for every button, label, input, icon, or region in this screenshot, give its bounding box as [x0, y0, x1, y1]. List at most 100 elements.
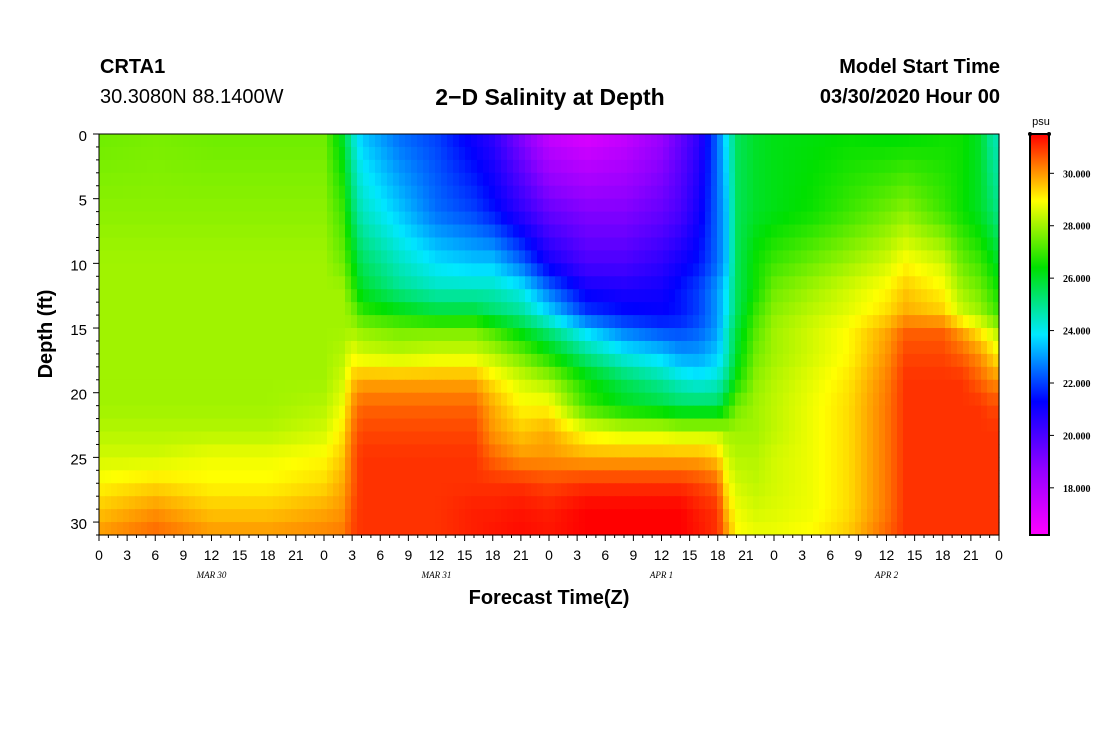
heatmap-cell [963, 496, 970, 510]
chart-title: 2−D Salinity at Depth [435, 84, 665, 110]
heatmap-cell [783, 302, 790, 316]
heatmap-cell [789, 470, 796, 484]
heatmap-cell [129, 444, 136, 458]
heatmap-cell [171, 315, 178, 329]
heatmap-cell [879, 263, 886, 277]
heatmap-cell [489, 237, 496, 252]
heatmap-cell [783, 379, 790, 394]
heatmap-cell [969, 483, 976, 497]
heatmap-cell [411, 315, 418, 329]
heatmap-cell [807, 431, 814, 446]
heatmap-cell [129, 405, 136, 420]
heatmap-cell [459, 172, 466, 187]
heatmap-cell [591, 263, 598, 277]
heatmap-cell [957, 444, 964, 458]
heatmap-cell [873, 146, 880, 161]
heatmap-cell [519, 522, 526, 536]
heatmap-cell [579, 470, 586, 484]
heatmap-cell [525, 146, 532, 161]
heatmap-cell [375, 470, 382, 484]
heatmap-cell [477, 276, 484, 290]
heatmap-cell [471, 444, 478, 458]
heatmap-cell [849, 198, 856, 213]
heatmap-cell [663, 340, 670, 355]
heatmap-cell [297, 302, 304, 316]
heatmap-cell [609, 172, 616, 187]
heatmap-cell [939, 276, 946, 290]
heatmap-cell [513, 457, 520, 471]
heatmap-cell [447, 418, 454, 433]
heatmap-cell [897, 405, 904, 420]
heatmap-cell [279, 522, 286, 536]
heatmap-cell [993, 418, 1000, 433]
heatmap-cell [183, 379, 190, 394]
heatmap-cell [867, 263, 874, 277]
heatmap-cell [783, 159, 790, 174]
heatmap-cell [627, 522, 634, 536]
heatmap-cell [675, 340, 682, 355]
heatmap-cell [345, 315, 352, 329]
heatmap-cell [933, 457, 940, 471]
heatmap-cell [447, 509, 454, 523]
heatmap-cell [447, 392, 454, 407]
heatmap-cell [447, 263, 454, 277]
heatmap-cell [105, 379, 112, 394]
heatmap-cell [333, 483, 340, 497]
heatmap-cell [609, 509, 616, 523]
heatmap-cell [123, 289, 130, 303]
heatmap-cell [783, 237, 790, 252]
heatmap-cell [417, 315, 424, 329]
heatmap-cell [927, 134, 934, 148]
heatmap-cell [561, 457, 568, 471]
heatmap-cell [969, 302, 976, 316]
heatmap-cell [369, 457, 376, 471]
heatmap-cell [975, 185, 982, 200]
heatmap-cell [885, 198, 892, 213]
heatmap-cell [831, 457, 838, 471]
heatmap-cell [117, 470, 124, 484]
heatmap-cell [801, 185, 808, 200]
heatmap-cell [333, 366, 340, 381]
heatmap-cell [261, 496, 268, 510]
heatmap-cell [915, 379, 922, 394]
heatmap-cell [855, 315, 862, 329]
heatmap-cell [333, 315, 340, 329]
heatmap-cell [741, 250, 748, 264]
heatmap-cell [507, 496, 514, 510]
heatmap-cell [885, 509, 892, 523]
heatmap-cell [675, 315, 682, 329]
heatmap-cell [237, 470, 244, 484]
heatmap-cell [603, 146, 610, 161]
heatmap-cell [477, 315, 484, 329]
heatmap-cell [939, 444, 946, 458]
heatmap-cell [519, 172, 526, 187]
heatmap-cell [645, 366, 652, 381]
heatmap-cell [777, 263, 784, 277]
heatmap-cell [501, 392, 508, 407]
heatmap-cell [105, 134, 112, 148]
heatmap-cell [291, 353, 298, 368]
heatmap-cell [519, 392, 526, 407]
heatmap-cell [861, 263, 868, 277]
heatmap-cell [441, 172, 448, 187]
heatmap-cell [423, 470, 430, 484]
heatmap-cell [159, 276, 166, 290]
heatmap-cell [273, 483, 280, 497]
heatmap-cell [759, 276, 766, 290]
heatmap-cell [441, 496, 448, 510]
heatmap-cell [531, 159, 538, 174]
heatmap-cell [633, 379, 640, 394]
heatmap-cell [429, 276, 436, 290]
heatmap-cell [369, 418, 376, 433]
heatmap-cell [777, 366, 784, 381]
heatmap-cell [909, 211, 916, 226]
heatmap-cell [231, 496, 238, 510]
heatmap-cell [789, 146, 796, 161]
heatmap-cell [207, 276, 214, 290]
heatmap-cell [201, 263, 208, 277]
heatmap-cell [837, 340, 844, 355]
heatmap-cell [159, 379, 166, 394]
heatmap-cell [369, 289, 376, 303]
heatmap-cell [861, 509, 868, 523]
heatmap-cell [741, 198, 748, 213]
